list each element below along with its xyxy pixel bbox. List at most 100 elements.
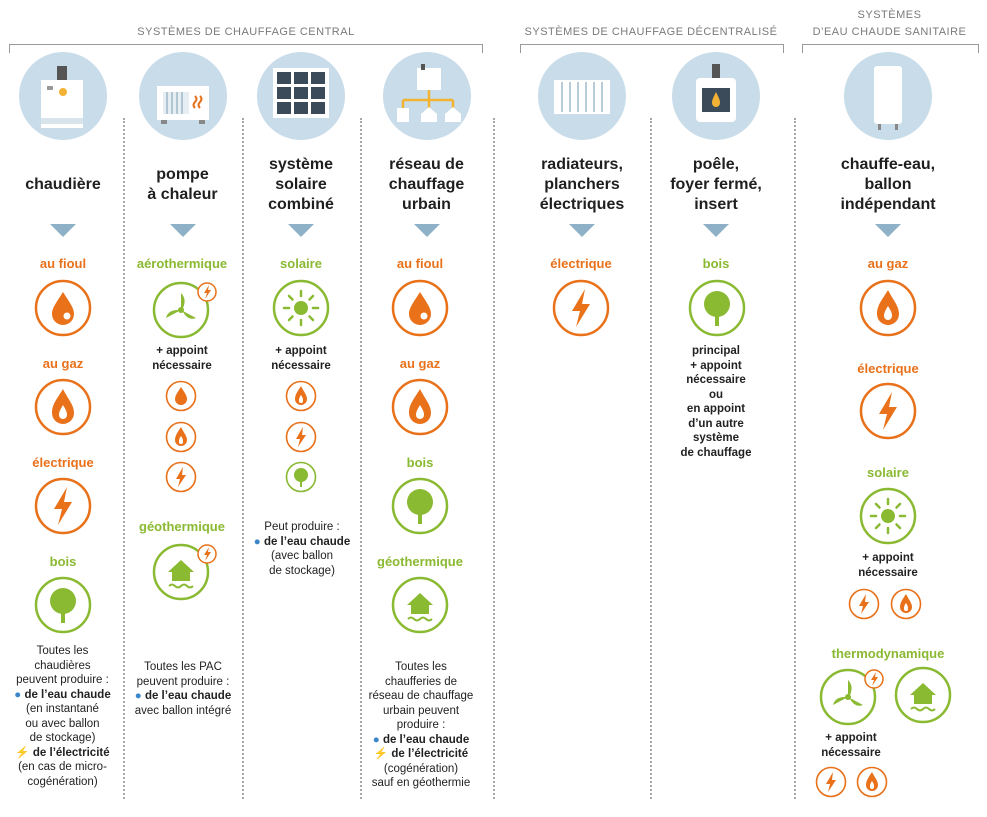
note-pac: Toutes les PAC peuvent produire : ● de l…	[134, 661, 232, 717]
appoint-text: + appoint nécessaire	[821, 732, 881, 759]
group-title-decentral: SYSTÈMES DE CHAUFFAGE DÉCENTRALISÉ	[524, 26, 778, 38]
oil-drop-icon	[165, 380, 197, 412]
heat-pump-illustration	[138, 52, 227, 140]
energy-label: solaire	[280, 256, 322, 271]
oil-drop-icon	[391, 279, 449, 337]
water-drop-icon: ●	[14, 688, 22, 701]
electricity-bolt-icon	[552, 279, 610, 337]
gas-flame-icon	[285, 380, 317, 412]
note-solaire: Peut produire : ● de l’eau chaude (avec …	[253, 521, 351, 577]
note-reseau: Toutes les chaufferies de réseau de chau…	[368, 661, 474, 789]
system-name: pompe à chaleur	[147, 166, 218, 203]
separator	[360, 118, 362, 799]
system-name: chaudière	[25, 176, 101, 193]
sun-icon	[859, 487, 917, 545]
energy-label: au fioul	[396, 256, 444, 271]
down-arrow-icon	[875, 224, 901, 237]
water-drop-icon: ●	[372, 733, 380, 746]
electricity-bolt-icon	[859, 382, 917, 440]
sun-icon	[272, 279, 330, 337]
separator	[242, 118, 244, 799]
electricity-bolt-icon	[34, 477, 92, 535]
energy-label: thermodynamique	[831, 646, 945, 661]
tree-wood-icon	[688, 279, 746, 337]
energy-label: électrique	[550, 256, 612, 271]
bolt-icon: ⚡	[15, 746, 30, 759]
system-name: chauffe-eau, ballon indépendant	[840, 156, 936, 213]
appoint-text: + appoint nécessaire	[271, 345, 331, 372]
appoint-text: + appoint nécessaire	[152, 345, 212, 372]
system-name: système solaire combiné	[268, 156, 334, 213]
water-drop-icon: ●	[253, 535, 261, 548]
electricity-bolt-icon	[848, 588, 880, 620]
appoint-text: + appoint nécessaire	[858, 552, 918, 579]
geothermal-house-icon	[894, 666, 952, 724]
electricity-bolt-icon	[815, 766, 847, 798]
aerothermal-fan-icon	[819, 668, 884, 726]
column-reseau: réseau de chauffage urbain	[362, 52, 491, 237]
electricity-bolt-icon	[285, 421, 317, 453]
group-title-central: SYSTÈMES DE CHAUFFAGE CENTRAL	[137, 26, 355, 38]
energy-label: bois	[406, 455, 434, 470]
energy-label: géothermique	[377, 554, 463, 569]
energy-label: aérothermique	[136, 256, 228, 271]
geothermal-house-icon	[152, 543, 217, 601]
down-arrow-icon	[413, 224, 440, 237]
gas-flame-icon	[391, 378, 449, 436]
tree-wood-icon	[285, 461, 317, 493]
district-heating-illustration	[382, 52, 471, 140]
energy-label: au fioul	[39, 256, 87, 271]
water-heater-illustration	[844, 52, 932, 140]
group-title-ecs-line2: D’EAU CHAUDE SANITAIRE	[812, 26, 967, 38]
water-drop-icon: ●	[134, 690, 142, 702]
energy-label: électrique	[32, 455, 94, 470]
geothermal-house-icon	[391, 576, 449, 634]
gas-flame-icon	[859, 279, 917, 337]
down-arrow-icon	[169, 224, 196, 237]
separator	[493, 118, 495, 799]
energy-label: au gaz	[867, 256, 909, 271]
radiator-illustration	[538, 52, 626, 140]
down-arrow-icon	[50, 224, 76, 237]
column-chaudiere: chaudière	[5, 52, 121, 237]
column-poele: poêle, foyer fermé, insert	[654, 52, 778, 237]
energy-label: bois	[49, 554, 77, 569]
column-solaire: système solaire combiné	[244, 52, 358, 237]
energy-label: électrique	[857, 361, 919, 376]
energy-label: géothermique	[139, 519, 225, 534]
note-chaudiere: Toutes les chaudières peuvent produire :…	[14, 645, 111, 788]
column-chauffeeau: chauffe-eau, ballon indépendant	[820, 52, 956, 237]
energy-label: bois	[702, 256, 730, 271]
aerothermal-fan-icon	[152, 281, 217, 339]
system-name: poêle, foyer fermé, insert	[670, 156, 762, 213]
gas-flame-icon	[165, 421, 197, 453]
column-pac: pompe à chaleur	[125, 52, 240, 237]
gas-flame-icon	[890, 588, 922, 620]
separator	[650, 118, 652, 799]
energy-label: au gaz	[399, 356, 441, 371]
stove-illustration	[672, 52, 760, 140]
tree-wood-icon	[391, 477, 449, 535]
electricity-bolt-icon	[165, 461, 197, 493]
system-name: radiateurs, planchers électriques	[539, 156, 625, 213]
poele-detail: principal + appoint nécessaire ou en app…	[680, 345, 752, 459]
gas-flame-icon	[856, 766, 888, 798]
energy-label: au gaz	[42, 356, 84, 371]
boiler-illustration	[19, 52, 107, 140]
tree-wood-icon	[34, 576, 92, 634]
solar-panel-illustration	[257, 52, 345, 140]
energy-label: solaire	[867, 465, 909, 480]
down-arrow-icon	[569, 224, 595, 237]
separator	[794, 118, 796, 799]
group-bracket-decentral	[520, 44, 784, 53]
oil-drop-icon	[34, 279, 92, 337]
bolt-icon: ⚡	[373, 748, 389, 760]
separator	[123, 118, 125, 799]
group-bracket-central	[9, 44, 483, 53]
down-arrow-icon	[288, 224, 314, 237]
system-name: réseau de chauffage urbain	[388, 156, 465, 213]
gas-flame-icon	[34, 378, 92, 436]
group-bracket-ecs	[802, 44, 979, 53]
down-arrow-icon	[703, 224, 729, 237]
column-radiateurs: radiateurs, planchers électriques	[518, 52, 646, 237]
